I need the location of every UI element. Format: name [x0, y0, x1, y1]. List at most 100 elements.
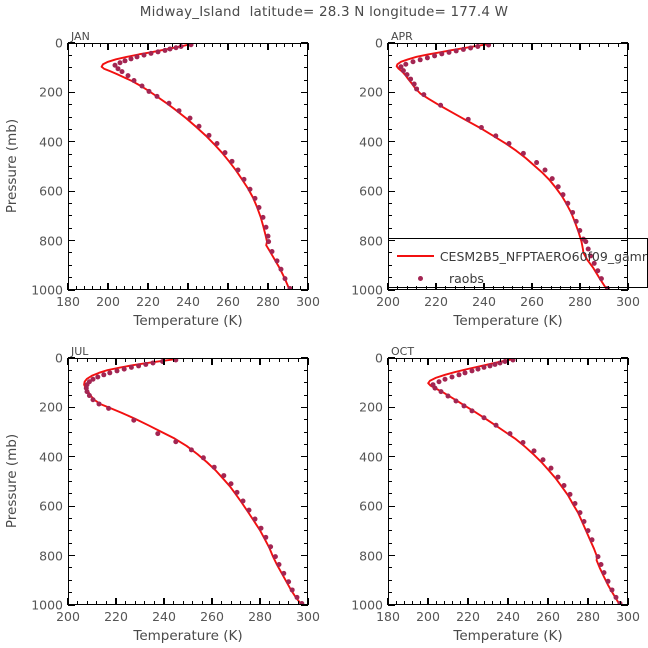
- xtick-major-top-oct: [467, 358, 469, 365]
- xtick-major-jan: [147, 283, 149, 290]
- xtick-minor-top-jul: [144, 358, 146, 362]
- ytick-label-jul: 400: [39, 449, 63, 465]
- xtick-label-jan: 240: [176, 294, 200, 309]
- ytick-minor-jan: [68, 67, 72, 69]
- xtick-minor-top-apr: [608, 43, 610, 47]
- obs-point-oct: [581, 519, 587, 525]
- ytick-major-jul: [68, 604, 75, 606]
- ytick-minor-right-jan: [304, 67, 308, 69]
- obs-point-jan: [252, 195, 258, 201]
- ytick-major-oct: [388, 554, 395, 557]
- xtick-minor-top-apr: [502, 43, 504, 47]
- ytick-major-oct: [388, 357, 395, 359]
- xtick-minor-jul: [153, 601, 155, 605]
- ytick-minor-right-apr: [624, 153, 628, 155]
- obs-point-jul: [252, 516, 258, 522]
- ytick-minor-right-oct: [624, 369, 628, 371]
- xtick-minor-oct: [603, 601, 605, 605]
- ytick-label-oct: 1000: [351, 597, 383, 613]
- ytick-minor-right-jul: [304, 369, 308, 371]
- xtick-label-jul: 240: [152, 609, 176, 624]
- obs-point-jul: [101, 372, 107, 378]
- obs-point-jul: [90, 397, 96, 403]
- obs-point-apr: [493, 133, 499, 139]
- ytick-minor-jul: [68, 481, 72, 482]
- xtick-minor-oct: [555, 601, 557, 605]
- xtick-label-apr: 200: [376, 294, 400, 309]
- ytick-minor-jan: [68, 128, 72, 130]
- xtick-minor-top-jul: [230, 358, 232, 362]
- obs-point-oct: [456, 372, 462, 378]
- ytick-major-right-jul: [301, 505, 308, 507]
- obs-point-apr: [565, 200, 571, 206]
- xtick-major-oct: [467, 598, 469, 605]
- obs-point-oct: [487, 363, 493, 369]
- xtick-major-top-apr: [387, 43, 389, 50]
- obs-point-jul: [173, 359, 179, 363]
- ytick-minor-apr: [388, 215, 392, 217]
- obs-point-apr: [573, 218, 579, 224]
- obs-point-apr: [424, 55, 430, 61]
- xtick-minor-top-jul: [96, 358, 98, 362]
- xtick-minor-jul: [144, 601, 146, 605]
- xtick-major-jul: [211, 598, 213, 605]
- xtick-minor-top-oct: [411, 358, 413, 362]
- xtick-minor-top-jul: [153, 358, 155, 362]
- obs-point-oct: [432, 385, 438, 391]
- xtick-minor-oct: [475, 601, 477, 605]
- xtick-minor-top-oct: [395, 358, 397, 362]
- xtick-minor-apr: [521, 286, 523, 290]
- xtick-label-apr: 300: [616, 294, 640, 309]
- ytick-label-jul: 1000: [31, 597, 63, 613]
- ytick-minor-right-jan: [304, 128, 308, 130]
- ytick-minor-right-jul: [304, 567, 308, 569]
- xtick-minor-top-apr: [416, 43, 418, 47]
- obs-point-apr: [555, 184, 561, 190]
- xtick-minor-top-jan: [139, 43, 141, 47]
- legend-label: raobs: [449, 270, 484, 286]
- ytick-label-apr: 1000: [351, 282, 383, 298]
- xtick-minor-oct: [443, 601, 445, 605]
- xtick-minor-jul: [96, 601, 98, 605]
- obs-point-apr: [432, 53, 438, 59]
- xtick-minor-jan: [283, 286, 285, 290]
- obs-point-apr: [414, 86, 420, 92]
- xtick-minor-top-apr: [589, 43, 591, 47]
- obs-point-jan: [139, 83, 145, 89]
- xtick-minor-oct: [595, 601, 597, 605]
- xtick-minor-top-oct: [403, 358, 405, 362]
- obs-point-jan: [128, 56, 134, 62]
- xtick-minor-top-jan: [299, 43, 301, 47]
- obs-point-jul: [128, 364, 134, 370]
- panel-tag-apr: APR: [391, 30, 413, 43]
- ytick-major-right-oct: [621, 357, 628, 359]
- model-line-jul: [83, 359, 302, 604]
- xtick-minor-jul: [182, 601, 184, 605]
- ytick-major-right-oct: [621, 604, 628, 606]
- obs-point-apr: [411, 81, 417, 87]
- xtick-minor-top-apr: [454, 43, 456, 47]
- ytick-major-right-jan: [301, 91, 308, 94]
- obs-point-jul: [107, 370, 113, 376]
- obs-point-apr: [595, 268, 601, 274]
- xtick-major-jul: [163, 598, 165, 605]
- ytick-label-apr: 400: [359, 134, 383, 150]
- obs-point-oct: [540, 457, 546, 463]
- ytick-minor-apr: [388, 104, 392, 106]
- ytick-minor-jul: [68, 567, 72, 569]
- xtick-minor-oct: [563, 601, 565, 605]
- obs-point-oct: [502, 359, 508, 364]
- ytick-minor-right-oct: [624, 579, 628, 581]
- xtick-minor-jul: [230, 601, 232, 605]
- xtick-minor-top-jan: [83, 43, 85, 47]
- xtick-minor-oct: [579, 601, 581, 605]
- obs-point-oct: [493, 422, 499, 428]
- obs-point-jul: [106, 405, 112, 411]
- xtick-minor-top-apr: [541, 43, 543, 47]
- ytick-minor-right-apr: [624, 264, 628, 266]
- xtick-major-top-jul: [307, 358, 309, 365]
- obs-point-jan: [229, 158, 235, 164]
- obs-point-apr: [417, 57, 423, 63]
- xtick-minor-top-oct: [523, 358, 525, 362]
